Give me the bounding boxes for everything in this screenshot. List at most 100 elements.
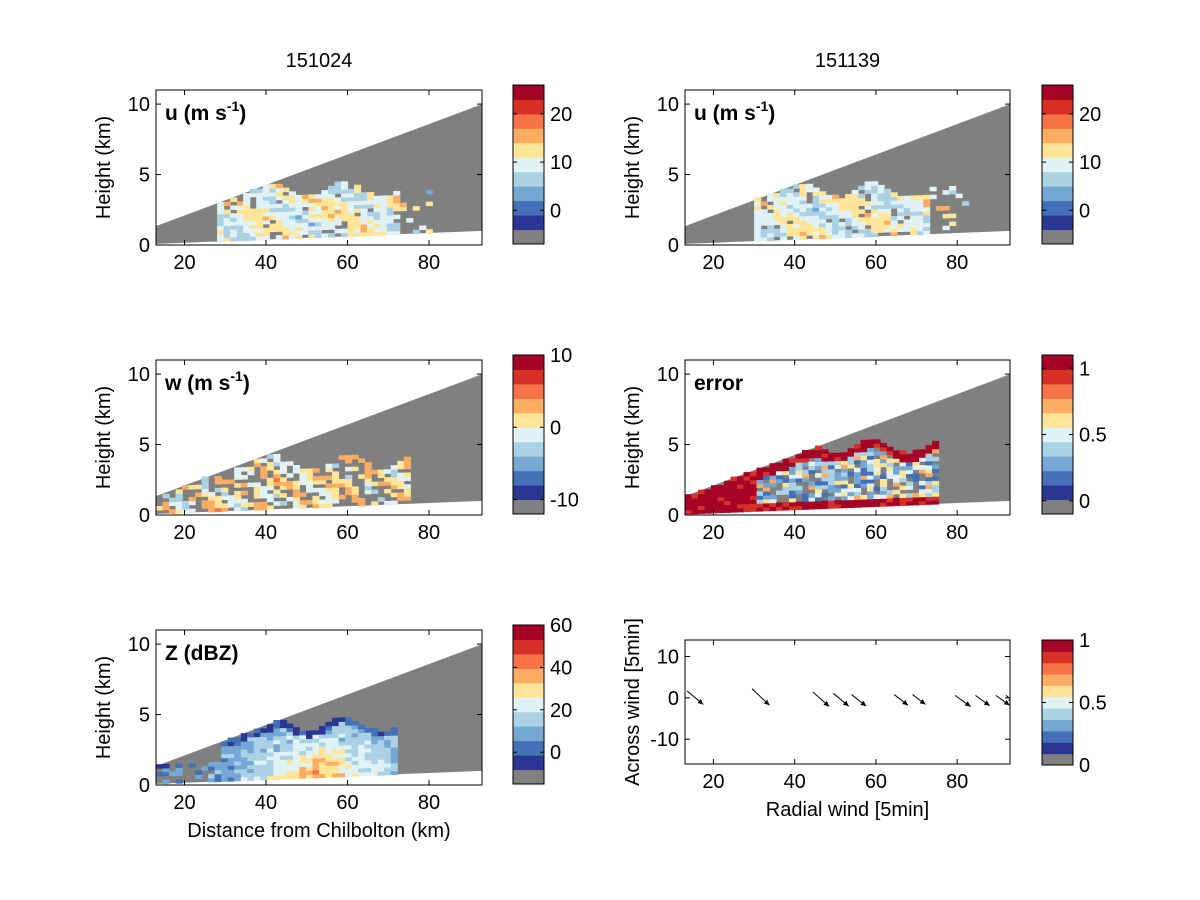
echo-cell (358, 498, 366, 503)
echo-cell (351, 768, 359, 773)
echo-cell (750, 479, 758, 485)
echo-cell (802, 473, 810, 479)
echo-cell (371, 489, 379, 494)
x-tick-label: 20 (173, 792, 195, 814)
echo-cell (338, 752, 346, 758)
echo-cell (195, 770, 203, 775)
echo-cell (169, 509, 177, 514)
echo-cell (314, 194, 322, 199)
echo-cell (312, 480, 320, 485)
echo-cell (393, 198, 401, 204)
echo-cell (347, 220, 355, 225)
echo-cell (776, 502, 784, 507)
echo-cell (786, 192, 794, 197)
echo-cell (717, 504, 725, 510)
echo-cell (821, 480, 829, 486)
echo-cell (279, 763, 287, 768)
echo-cell (299, 492, 307, 497)
echo-cell (269, 188, 277, 193)
echo-cell (955, 193, 963, 199)
echo-cell (767, 213, 775, 218)
echo-cell (371, 481, 379, 487)
echo-cell (802, 493, 810, 498)
echo-cell (793, 223, 801, 229)
echo-cell (754, 197, 762, 203)
echo-cell (903, 223, 911, 228)
echo-cell (899, 454, 907, 459)
echo-cell (240, 502, 248, 508)
wind-arrow-head (842, 700, 849, 707)
echo-cell (760, 221, 768, 226)
echo-cell (815, 489, 823, 494)
echo-cell (351, 720, 359, 726)
colorbar-band (513, 157, 544, 173)
colorbar-band (1042, 355, 1073, 370)
echo-cell (328, 209, 336, 214)
echo-cell (273, 767, 281, 772)
echo-cell (253, 768, 261, 773)
echo-cell (789, 478, 797, 483)
echo-cell (260, 732, 268, 737)
echo-cell (249, 212, 257, 217)
echo-cell (301, 218, 309, 223)
echo-cell (890, 231, 898, 237)
echo-cell (860, 439, 868, 445)
echo-cell (247, 740, 255, 746)
echo-cell (162, 767, 170, 773)
echo-cell (834, 492, 842, 497)
echo-cell (841, 499, 849, 505)
echo-cell (332, 769, 340, 774)
colorbar-band (513, 668, 544, 684)
echo-cell (364, 485, 372, 491)
echo-cell (217, 205, 225, 211)
colorbar-band (513, 639, 544, 655)
echo-cell (860, 455, 868, 461)
echo-cell (260, 775, 268, 781)
echo-cell (371, 469, 379, 475)
echo-cell (832, 194, 840, 200)
echo-cell (367, 196, 375, 201)
echo-cell (825, 202, 833, 208)
echo-cell (825, 222, 833, 227)
echo-cell (730, 488, 738, 493)
echo-cell (279, 771, 287, 776)
echo-cell (932, 500, 940, 505)
echo-cell (227, 749, 235, 754)
echo-cell (364, 759, 372, 765)
echo-cell (325, 733, 333, 739)
echo-cell (711, 489, 719, 494)
echo-cell (711, 501, 719, 506)
echo-cell (773, 196, 781, 202)
echo-cell (793, 215, 801, 221)
echo-cell (275, 183, 283, 189)
colorbar-band (1042, 128, 1073, 144)
x-tick-label: 40 (784, 252, 806, 274)
echo-cell (345, 729, 353, 734)
echo-cell (354, 192, 362, 198)
echo-cell (871, 232, 879, 237)
echo-cell (308, 229, 316, 235)
echo-cell (217, 229, 225, 235)
echo-cell (871, 197, 879, 202)
echo-cell (871, 181, 879, 186)
echo-cell (397, 484, 405, 490)
echo-cell (425, 201, 433, 207)
echo-cell (832, 198, 840, 204)
colorbar-tick-label: -10 (550, 490, 579, 512)
y-tick-label: 10 (128, 634, 150, 656)
echo-cell (756, 495, 764, 500)
echo-cell (299, 730, 307, 736)
echo-cell (769, 478, 777, 484)
echo-cell (325, 487, 333, 492)
echo-cell (780, 228, 788, 233)
echo-cell (828, 456, 836, 462)
echo-cell (260, 470, 268, 475)
echo-cell (403, 476, 411, 481)
echo-cell (893, 474, 901, 479)
echo-cell (351, 494, 359, 499)
echo-cell (266, 481, 274, 487)
echo-cell (338, 725, 346, 730)
echo-cell (325, 491, 333, 496)
echo-cell (169, 501, 177, 506)
echo-cell (299, 754, 307, 759)
